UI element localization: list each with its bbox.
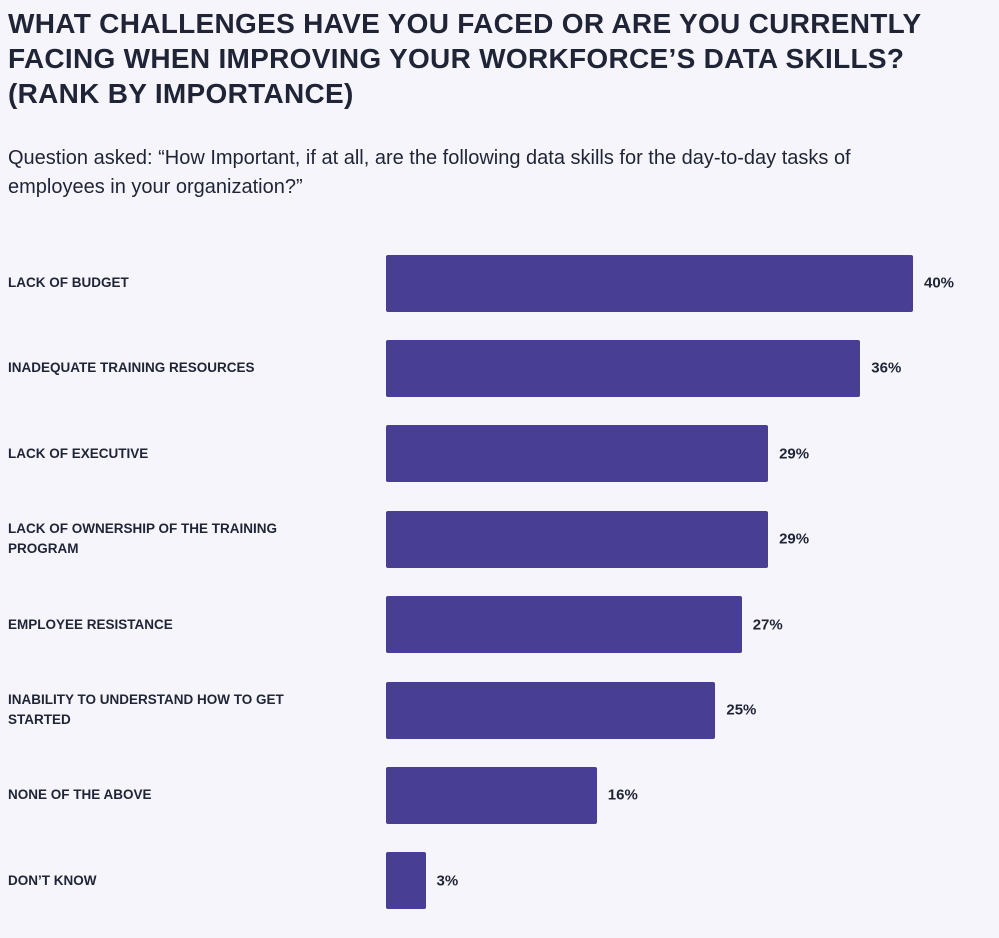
chart-subtitle: Question asked: “How Important, if at al… bbox=[8, 147, 851, 198]
value-label: 29% bbox=[779, 445, 810, 463]
value-label: 25% bbox=[726, 701, 757, 719]
category-label: EMPLOYEE RESISTANCE bbox=[8, 616, 173, 632]
category-label: INABILITY TO UNDERSTAND HOW TO GET START… bbox=[8, 692, 284, 727]
value-label: 40% bbox=[924, 274, 955, 292]
category-label: INADEQUATE TRAINING RESOURCES bbox=[8, 360, 255, 376]
chart-title: WHAT CHALLENGES HAVE YOU FACED OR ARE YO… bbox=[8, 8, 921, 109]
category-label: NONE OF THE ABOVE bbox=[8, 787, 152, 803]
bar bbox=[386, 510, 769, 568]
bar bbox=[386, 852, 426, 910]
bar bbox=[386, 766, 597, 824]
bar bbox=[386, 339, 861, 397]
value-label: 29% bbox=[779, 530, 810, 548]
value-label: 36% bbox=[871, 359, 902, 377]
category-label: LACK OF OWNERSHIP OF THE TRAINING PROGRA… bbox=[8, 521, 277, 557]
bar bbox=[386, 254, 913, 312]
category-label: LACK OF EXECUTIVE bbox=[8, 445, 149, 461]
category-label: LACK OF BUDGET bbox=[8, 275, 129, 290]
category-label: DON’T KNOW bbox=[8, 872, 97, 888]
bar bbox=[386, 425, 769, 483]
value-label: 16% bbox=[607, 786, 638, 804]
bar bbox=[386, 596, 742, 654]
value-label: 3% bbox=[436, 872, 459, 890]
bar bbox=[386, 681, 716, 739]
value-label: 27% bbox=[752, 616, 783, 634]
